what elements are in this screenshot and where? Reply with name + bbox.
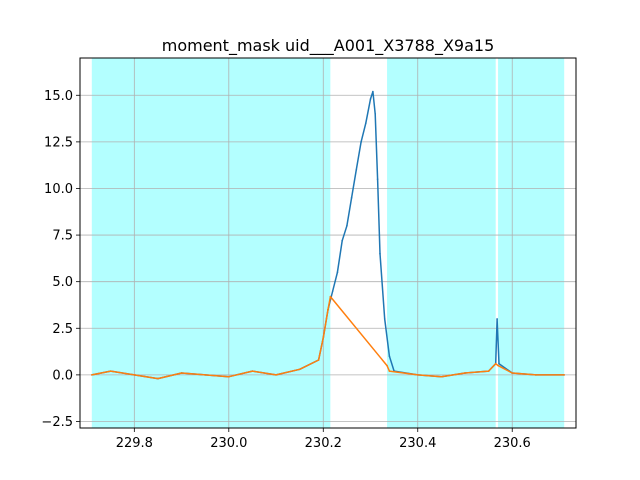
series-1-point-23 <box>535 374 537 376</box>
series-0-point-21 <box>369 98 372 100</box>
series-1-point-19 <box>487 370 490 372</box>
series-1-point-2 <box>133 374 136 376</box>
series-1-point-5 <box>204 374 206 376</box>
x-tick-label-1: 230.0 <box>210 436 247 451</box>
series-0-point-34 <box>496 318 498 320</box>
y-tick-label-2: 2.5 <box>52 322 73 337</box>
series-1-point-17 <box>440 375 443 378</box>
series-1-point-9 <box>298 368 301 371</box>
axes-frame <box>79 57 577 429</box>
y-tick-label-0: −2.5 <box>41 415 73 430</box>
series-0-point-18 <box>355 169 358 171</box>
y-tick-label-3: 5.0 <box>52 275 73 290</box>
series-1-point-21 <box>497 364 499 367</box>
series-0-point-26 <box>383 318 386 320</box>
series-0-point-16 <box>346 224 348 227</box>
series-1-point-16 <box>416 374 419 376</box>
series-1-point-11 <box>322 336 325 339</box>
shaded-regions <box>91 58 565 428</box>
series-1-point-15 <box>388 370 391 372</box>
series-1-point-22 <box>511 372 514 374</box>
series-1-point-14 <box>386 364 388 367</box>
axis-ticks: 229.8 230.0 230.2 230.4 230.6 −2.5 0.0 2.5 5.0 7.… <box>41 89 530 451</box>
series-0-point-14 <box>336 271 339 274</box>
series-1-point-18 <box>464 372 466 374</box>
series-0-point-13 <box>331 290 334 292</box>
series-0-point-25 <box>379 252 381 255</box>
shaded-region-2 <box>498 58 565 428</box>
series-1-point-13 <box>329 295 332 298</box>
y-tick-label-7: 15.0 <box>44 89 73 104</box>
series-1-point-0 <box>91 374 93 376</box>
series-1-point-8 <box>275 374 277 376</box>
shaded-region-0 <box>91 58 331 428</box>
series-0-point-17 <box>350 196 353 199</box>
series-1-point-12 <box>327 308 329 311</box>
series-1-point-4 <box>180 372 183 374</box>
series-0-point-23 <box>374 113 377 115</box>
shaded-region-1 <box>387 58 496 428</box>
series-1-point-1 <box>109 370 112 372</box>
series-1-point-20 <box>494 362 497 365</box>
x-tick-label-0: 229.8 <box>116 436 153 451</box>
x-tick-label-2: 230.2 <box>305 436 342 451</box>
y-tick-label-6: 12.5 <box>44 135 73 150</box>
grid-lines <box>80 58 576 428</box>
series-0-point-15 <box>341 239 343 242</box>
series-1-point-24 <box>563 374 565 376</box>
series-0-point-24 <box>376 178 379 180</box>
chart-title: moment_mask uid___A001_X3788_X9a15 <box>162 36 495 56</box>
y-tick-label-5: 10.0 <box>44 182 73 197</box>
y-tick-label-1: 0.0 <box>52 368 73 383</box>
series-0-point-20 <box>364 122 367 125</box>
x-tick-label-4: 230.6 <box>494 436 531 451</box>
series-1-point-7 <box>251 370 254 372</box>
series-1-point-6 <box>228 375 230 378</box>
series-1-point-10 <box>317 359 320 361</box>
y-tick-label-4: 7.5 <box>52 229 73 244</box>
series-1-point-3 <box>157 377 159 380</box>
series-0-point-35 <box>498 362 500 365</box>
x-tick-label-3: 230.4 <box>399 436 436 451</box>
series-0-point-27 <box>388 355 391 358</box>
series-0-point-22 <box>372 90 374 93</box>
series-0-point-19 <box>360 141 362 143</box>
series-lines <box>91 90 565 380</box>
